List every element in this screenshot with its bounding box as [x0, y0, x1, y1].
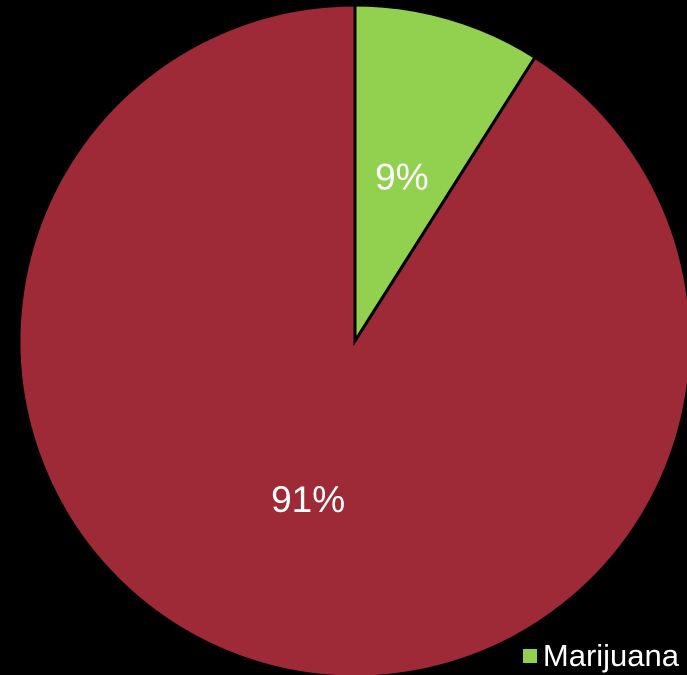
legend: Marijuana: [522, 638, 679, 673]
legend-label-marijuana: Marijuana: [542, 638, 679, 673]
data-label-other: 91%: [271, 479, 345, 520]
pie-slice-other: [17, 3, 687, 675]
data-label-marijuana: 9%: [375, 156, 428, 197]
legend-swatch-marijuana: [522, 649, 537, 663]
pie-slice-marijuana: [353, 3, 538, 347]
